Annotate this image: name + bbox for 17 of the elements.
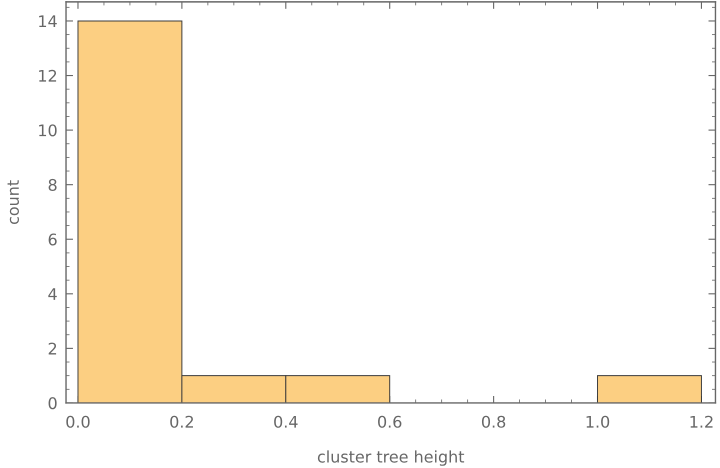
y-tick-label: 6: [48, 233, 57, 246]
x-tick-label: 0.8: [482, 416, 506, 428]
x-tick-label: 0.4: [274, 416, 298, 428]
y-tick-label: 2: [48, 342, 56, 354]
y-tick-label: 14: [39, 15, 57, 28]
y-tick-label: 0: [48, 397, 57, 410]
x-axis-title: cluster tree height: [318, 450, 464, 466]
x-tick-label: 0.2: [170, 416, 193, 428]
y-tick-label: 12: [39, 70, 56, 82]
x-tick-label: 1.0: [586, 416, 610, 428]
x-tick-label: 1.2: [690, 416, 713, 428]
y-tick-label: 10: [39, 124, 57, 136]
y-tick-label: 8: [48, 178, 57, 191]
y-tick-label: 4: [48, 288, 57, 300]
y-axis-title: count: [8, 180, 19, 224]
x-tick-label: 0.6: [378, 416, 402, 428]
x-tick-label: 0.0: [66, 416, 90, 428]
